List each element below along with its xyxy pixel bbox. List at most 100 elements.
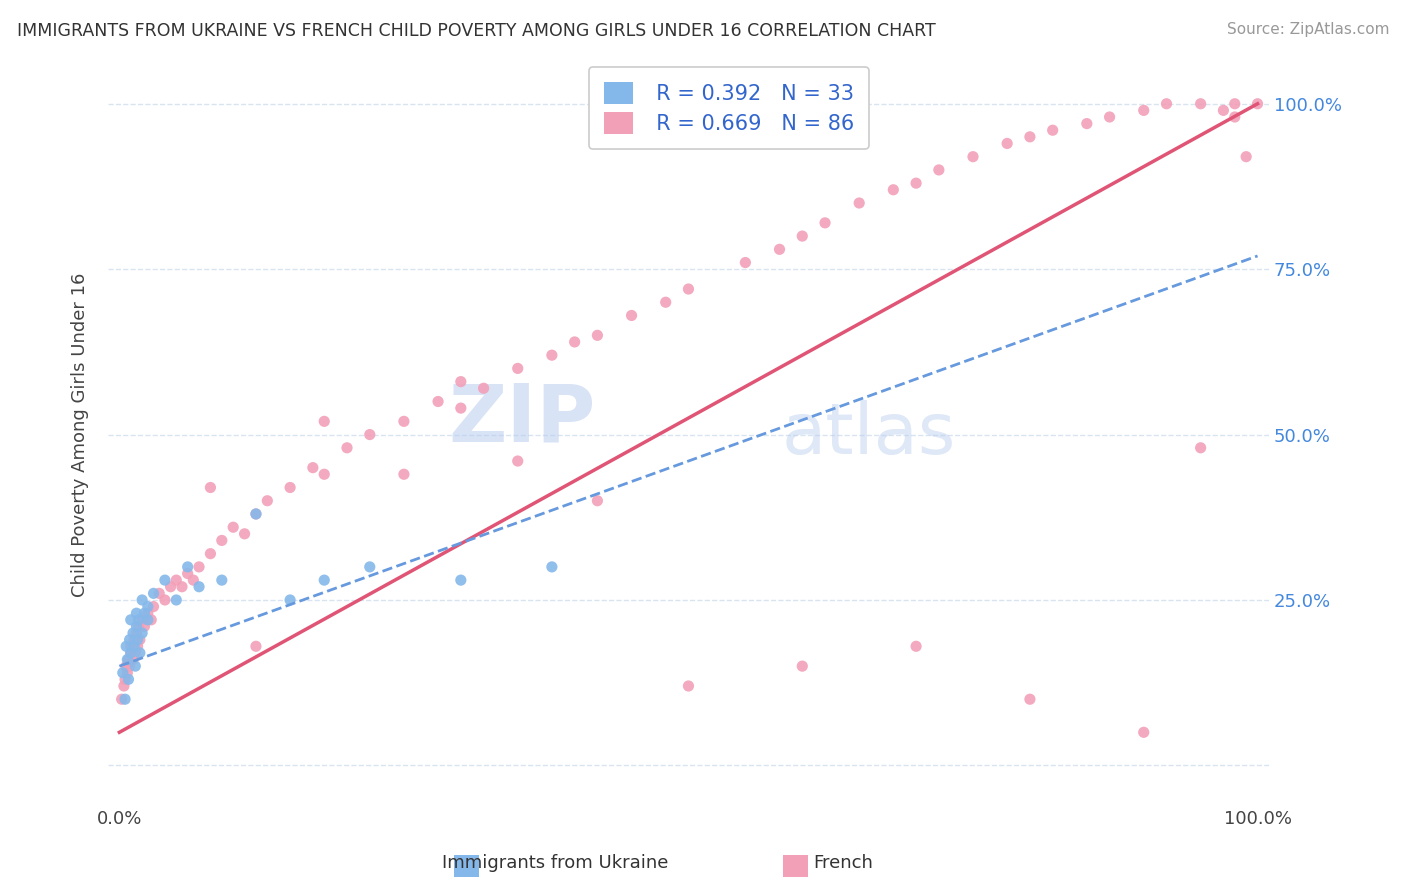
Point: [336, 441, 359, 455]
Point: [176, 566, 198, 581]
Point: [678, 679, 700, 693]
Point: [1212, 103, 1234, 118]
Point: [359, 427, 381, 442]
Point: [120, 640, 142, 654]
Point: [654, 295, 676, 310]
Point: [245, 640, 267, 654]
Point: [792, 229, 814, 244]
Point: [134, 606, 156, 620]
Point: [200, 547, 222, 561]
Point: [222, 520, 245, 534]
Point: [128, 632, 150, 647]
Point: [115, 640, 138, 654]
Point: [302, 460, 325, 475]
Point: [1076, 117, 1098, 131]
Point: [122, 632, 145, 647]
Point: [472, 381, 495, 395]
Point: [314, 467, 336, 482]
Point: [118, 632, 141, 647]
Point: [506, 361, 529, 376]
Point: [200, 481, 222, 495]
Point: [1132, 103, 1154, 118]
Point: [120, 646, 142, 660]
Point: [114, 692, 136, 706]
Point: [136, 606, 159, 620]
Point: [1019, 692, 1042, 706]
Point: [111, 665, 134, 680]
Point: [768, 243, 790, 257]
Point: [122, 640, 145, 654]
Point: [131, 593, 153, 607]
Point: [115, 659, 138, 673]
Point: [541, 560, 564, 574]
Point: [142, 586, 165, 600]
Point: [564, 334, 586, 349]
Point: [141, 613, 163, 627]
Point: [122, 652, 145, 666]
Point: [159, 580, 181, 594]
Text: ZIP: ZIP: [449, 381, 596, 458]
Point: [134, 619, 156, 633]
Point: [359, 560, 381, 574]
Point: [928, 162, 950, 177]
Point: [125, 619, 148, 633]
Point: [314, 573, 336, 587]
Point: [734, 255, 756, 269]
Point: [314, 414, 336, 428]
Point: [117, 673, 139, 687]
Point: [541, 348, 564, 362]
Point: [245, 507, 267, 521]
Point: [450, 375, 472, 389]
Point: [188, 580, 211, 594]
Point: [112, 679, 135, 693]
Point: [127, 632, 149, 647]
Point: [114, 673, 136, 687]
Point: [120, 646, 142, 660]
Point: [620, 309, 643, 323]
Point: [1042, 123, 1064, 137]
Point: [1019, 129, 1042, 144]
Point: [450, 573, 472, 587]
Point: [188, 560, 211, 574]
Point: [450, 401, 472, 416]
Point: [127, 640, 149, 654]
Point: [882, 183, 904, 197]
Point: [905, 640, 928, 654]
Text: Source: ZipAtlas.com: Source: ZipAtlas.com: [1226, 22, 1389, 37]
Point: [962, 150, 984, 164]
Point: [678, 282, 700, 296]
Point: [1098, 110, 1121, 124]
Point: [136, 613, 159, 627]
Y-axis label: Child Poverty Among Girls Under 16: Child Poverty Among Girls Under 16: [72, 272, 89, 597]
Point: [256, 493, 278, 508]
Point: [1189, 96, 1212, 111]
Point: [117, 652, 139, 666]
Point: [1189, 441, 1212, 455]
Point: [125, 606, 148, 620]
Point: [1246, 96, 1268, 111]
Point: [165, 573, 187, 587]
Text: atlas: atlas: [782, 401, 956, 469]
Point: [995, 136, 1018, 151]
Point: [124, 646, 146, 660]
Point: [211, 533, 233, 548]
Point: [176, 560, 198, 574]
Point: [245, 507, 267, 521]
Point: [427, 394, 450, 409]
Point: [1223, 96, 1246, 111]
Point: [1234, 150, 1257, 164]
Point: [148, 586, 170, 600]
Point: [122, 626, 145, 640]
Legend:   R = 0.392   N = 33,   R = 0.669   N = 86: R = 0.392 N = 33, R = 0.669 N = 86: [589, 67, 869, 149]
Point: [153, 593, 176, 607]
Point: [278, 593, 301, 607]
Point: [170, 580, 193, 594]
Point: [117, 652, 139, 666]
Point: [183, 573, 205, 587]
Point: [1156, 96, 1178, 111]
Point: [117, 665, 139, 680]
Point: [278, 481, 301, 495]
Point: [586, 493, 609, 508]
Point: [128, 613, 150, 627]
Point: [111, 692, 134, 706]
